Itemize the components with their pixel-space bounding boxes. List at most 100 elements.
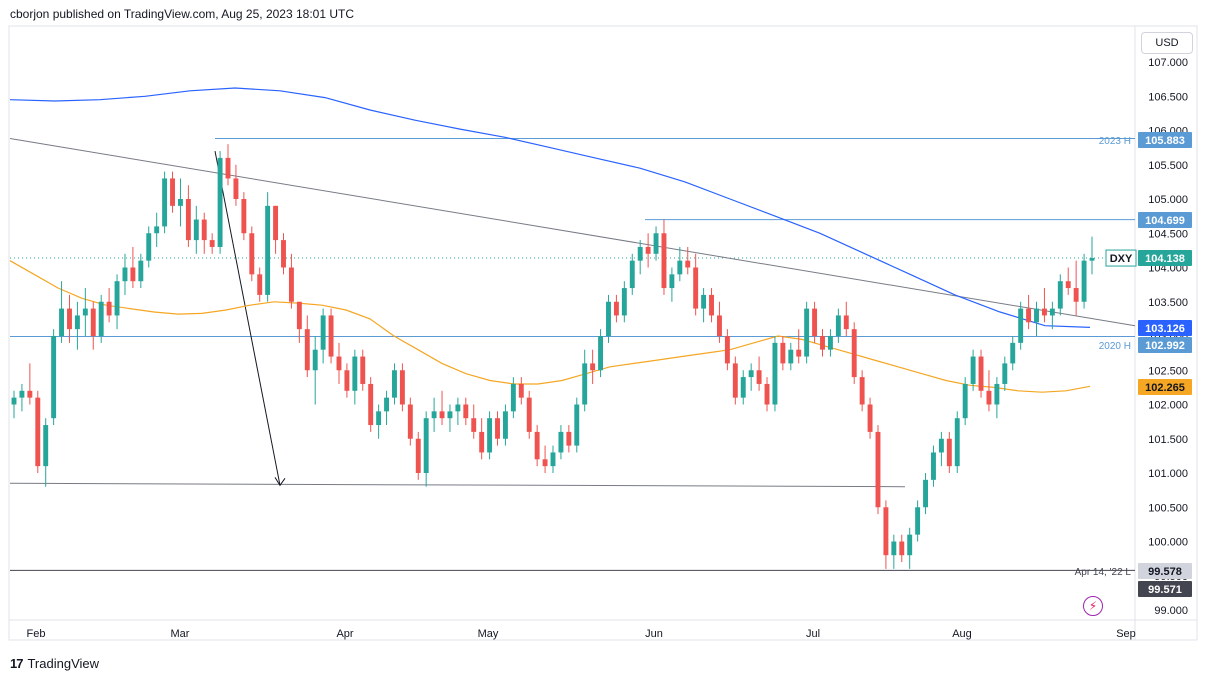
y-tick-label: 107.000: [1148, 57, 1188, 69]
price-label: 105.883: [1145, 135, 1185, 147]
candle-body: [859, 377, 865, 405]
candle-body: [510, 383, 516, 412]
candle-body: [653, 233, 659, 254]
candle-body: [875, 431, 881, 508]
candle-body: [613, 301, 619, 316]
candle-body: [392, 370, 397, 398]
candle-body: [1057, 281, 1063, 309]
candle-body: [233, 178, 239, 199]
price-label: 102.265: [1145, 382, 1185, 394]
arrow-head: [274, 477, 286, 487]
candle-body: [946, 438, 952, 467]
y-tick-label: 106.500: [1148, 91, 1188, 103]
candle-body: [407, 404, 413, 439]
candle-body: [502, 411, 508, 439]
trendline: [9, 482, 906, 488]
candle-body: [994, 383, 1000, 405]
price-label-box: [1138, 320, 1192, 336]
candle-body: [11, 397, 17, 405]
candle-body: [312, 349, 318, 371]
candle-body: [177, 199, 183, 206]
candle-body: [843, 315, 849, 330]
candle-body: [1089, 258, 1095, 261]
candle-body: [447, 411, 453, 419]
chart-frame: [8, 25, 1198, 641]
candle-body: [98, 301, 104, 336]
candle-body: [598, 336, 604, 371]
candle-body: [138, 260, 144, 282]
candle-body: [732, 363, 738, 398]
y-tick-label: 105.500: [1148, 160, 1188, 172]
candle-body: [899, 541, 905, 556]
candle-body: [328, 315, 334, 357]
candle-body: [51, 336, 57, 419]
price-label: 99.571: [1148, 584, 1182, 596]
price-label: 103.126: [1145, 323, 1185, 335]
price-label-box: [1138, 563, 1192, 579]
candle-body: [693, 267, 699, 309]
candle-body: [542, 459, 548, 467]
currency-button[interactable]: USD: [1141, 32, 1193, 54]
candle-body: [1002, 363, 1008, 384]
candle-body: [1073, 288, 1079, 302]
candle-body: [716, 315, 722, 336]
candle-body: [661, 233, 667, 289]
candle-body: [273, 205, 279, 241]
candle-body: [1065, 281, 1071, 289]
candle-body: [201, 219, 207, 241]
candle-body: [249, 233, 255, 275]
candle-body: [1049, 308, 1055, 316]
candle-body: [827, 336, 833, 350]
candle-body: [368, 383, 374, 426]
candle-body: [724, 336, 730, 364]
candle-body: [352, 356, 358, 391]
candle-body: [170, 178, 175, 206]
ma-fast-line: [9, 260, 1091, 393]
candle-body: [820, 336, 825, 350]
price-label-box: [1138, 379, 1192, 395]
x-tick-label: Sep: [1116, 628, 1136, 640]
candle-body: [677, 260, 683, 275]
candle-body: [978, 356, 984, 391]
candle-body: [423, 418, 429, 473]
candle-body: [296, 301, 302, 330]
candle-body: [35, 397, 41, 467]
candle-body: [701, 294, 707, 309]
candle-body: [122, 267, 128, 282]
candle-body: [788, 349, 794, 364]
y-tick-label: 101.500: [1148, 434, 1188, 446]
candle-body: [740, 377, 746, 398]
tradingview-logo: 17 TradingView: [10, 656, 99, 671]
candle-body: [463, 404, 469, 419]
x-tick-label: Feb: [27, 628, 46, 640]
candle-body: [558, 431, 564, 453]
lightning-icon[interactable]: ⚡: [1083, 596, 1103, 616]
candle-body: [74, 315, 80, 330]
level-name-label: 2020 H: [1099, 341, 1131, 352]
candle-body: [812, 308, 818, 336]
candle-body: [487, 418, 493, 453]
candle-body: [193, 219, 199, 241]
price-label-box: [1138, 132, 1192, 148]
candle-body: [764, 383, 770, 405]
candle-body: [526, 397, 532, 432]
price-label-box: [1138, 581, 1192, 597]
candle-body: [938, 438, 944, 453]
candle-body: [439, 411, 445, 419]
price-label-box: [1138, 337, 1192, 353]
candle-body: [399, 370, 405, 405]
candle-body: [67, 308, 72, 330]
tv-logo-mark: 17: [10, 656, 24, 671]
candle-body: [534, 431, 540, 460]
y-tick-label: 100.500: [1148, 502, 1188, 514]
candle-body: [780, 342, 786, 364]
candle-body: [415, 438, 421, 473]
candle-body: [645, 246, 651, 254]
trendline: [9, 138, 1136, 327]
candle-body: [154, 226, 160, 234]
candle-body: [891, 541, 897, 556]
candle-body: [550, 452, 556, 467]
candle-body: [336, 356, 342, 371]
candle-body: [796, 349, 802, 357]
